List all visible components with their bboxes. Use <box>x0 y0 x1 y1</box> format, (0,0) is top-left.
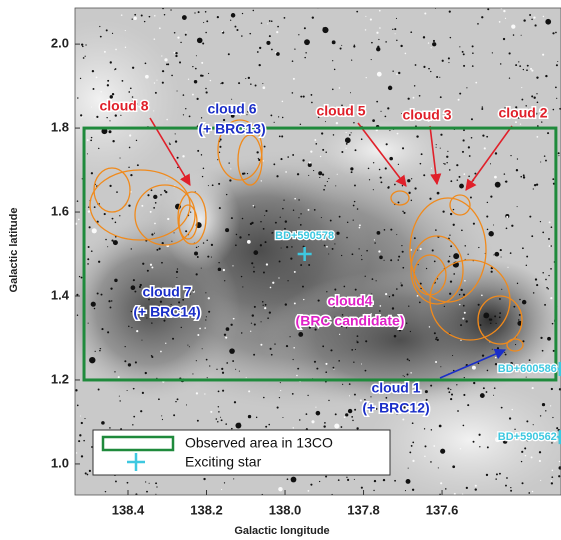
legend-label: Observed area in 13CO <box>185 435 333 451</box>
cloud-label: cloud 2 <box>498 105 547 121</box>
cloud-label: (+ BRC13) <box>198 121 265 137</box>
cloud-label: (+ BRC14) <box>133 304 200 320</box>
y-tick-label: 1.6 <box>51 203 69 218</box>
y-axis-label: Galactic latitude <box>8 208 20 293</box>
y-tick-label: 1.8 <box>51 120 69 135</box>
cloud-label: cloud 3 <box>402 107 451 123</box>
x-tick-label: 137.6 <box>426 502 459 517</box>
cloud-label: cloud 6 <box>207 101 256 117</box>
star-label: BD+600586 <box>498 363 557 375</box>
cloud-label: (+ BRC12) <box>362 400 429 416</box>
x-tick-label: 138.0 <box>269 502 302 517</box>
star-label: BD+590578 <box>275 230 334 242</box>
sky-image <box>20 7 561 500</box>
cloud-label: cloud 7 <box>142 284 191 300</box>
cloud-label: cloud 8 <box>99 98 148 114</box>
y-tick-label: 1.4 <box>51 287 70 302</box>
star-label: BD+590562 <box>498 431 557 443</box>
cloud-label: cloud 1 <box>371 380 420 396</box>
figure: Galactic longitude Galactic latitude Obs… <box>0 0 561 540</box>
y-tick-label: 2.0 <box>51 36 69 51</box>
x-tick-label: 138.2 <box>190 502 223 517</box>
cloud-label: cloud4 <box>327 293 372 309</box>
cloud-label: cloud 5 <box>316 103 365 119</box>
y-tick-label: 1.2 <box>51 371 69 386</box>
legend-label: Exciting star <box>185 454 262 470</box>
x-tick-label: 138.4 <box>112 502 145 517</box>
x-tick-label: 137.8 <box>347 502 380 517</box>
cloud-label: (BRC candidate) <box>296 313 405 329</box>
x-axis-label: Galactic longitude <box>234 525 329 537</box>
y-tick-label: 1.0 <box>51 455 69 470</box>
